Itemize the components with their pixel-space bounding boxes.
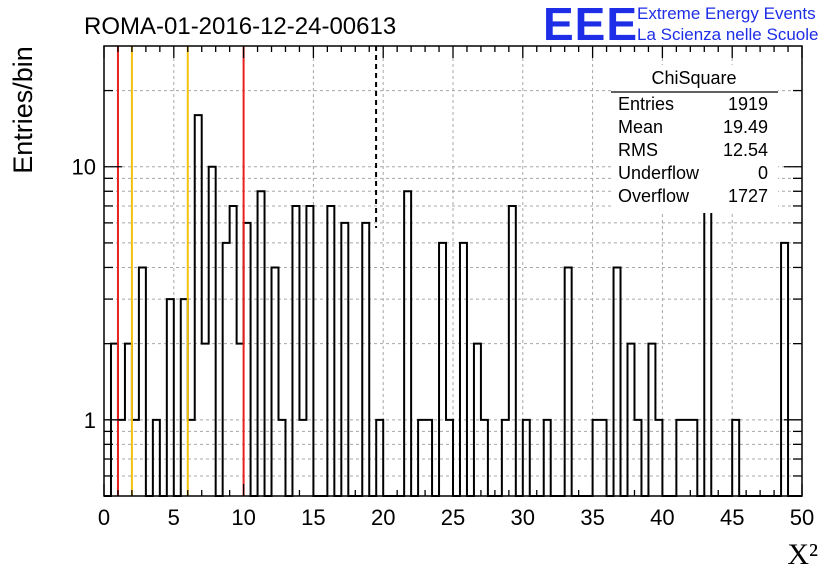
y-tick-label: 10 bbox=[72, 155, 96, 180]
x-tick-label: 50 bbox=[790, 505, 814, 530]
histogram-bin bbox=[781, 243, 788, 496]
histogram-bin bbox=[223, 243, 230, 496]
histogram-bin bbox=[676, 420, 683, 496]
y-axis-ticks: 1 10 bbox=[72, 89, 802, 477]
histogram-bin bbox=[167, 299, 174, 496]
histogram-bin bbox=[299, 420, 306, 496]
histogram-bin bbox=[188, 420, 195, 496]
x-tick-label: 0 bbox=[98, 505, 110, 530]
histogram-bins bbox=[104, 114, 802, 497]
x-tick-label: 30 bbox=[511, 505, 535, 530]
histogram-bin bbox=[634, 420, 641, 496]
histogram-bin bbox=[258, 191, 265, 496]
x-axis-ticks: 0 5 10 15 20 25 30 35 40 45 50 bbox=[98, 46, 814, 530]
eee-logo-line2: La Scienza nelle Scuole bbox=[637, 25, 818, 44]
eee-logo-mark: EEE bbox=[543, 0, 638, 50]
x-tick-label: 45 bbox=[720, 505, 744, 530]
x-tick-label: 10 bbox=[231, 505, 255, 530]
histogram-bin bbox=[292, 206, 299, 496]
stat-value: 0 bbox=[758, 163, 768, 183]
histogram-bin bbox=[425, 420, 432, 496]
histogram-bin bbox=[690, 420, 697, 496]
stats-box-title: ChiSquare bbox=[651, 68, 736, 88]
histogram-bin bbox=[132, 420, 139, 496]
stat-label: Overflow bbox=[618, 186, 690, 206]
histogram-bin bbox=[544, 420, 551, 496]
stats-box-background bbox=[611, 65, 778, 213]
histogram-bin bbox=[125, 344, 132, 496]
histogram-bin bbox=[523, 420, 530, 496]
eee-logo-line1: Extreme Energy Events bbox=[637, 4, 816, 23]
histogram-bin bbox=[565, 267, 572, 496]
histogram-bin bbox=[732, 420, 739, 496]
eee-logo: EEE Extreme Energy Events La Scienza nel… bbox=[543, 0, 818, 50]
x-tick-label: 40 bbox=[650, 505, 674, 530]
x-axis-label: X² bbox=[787, 538, 818, 571]
reference-lines bbox=[116, 46, 378, 496]
histogram-bin bbox=[481, 420, 488, 496]
histogram-bin bbox=[704, 206, 711, 496]
histogram-bin bbox=[202, 344, 209, 496]
y-axis-label: Entries/bin bbox=[8, 46, 38, 174]
stat-value: 1727 bbox=[728, 186, 768, 206]
histogram-bin bbox=[614, 267, 621, 496]
histogram-bin bbox=[600, 420, 607, 496]
histogram-bin bbox=[230, 206, 237, 496]
histogram-bin bbox=[237, 344, 244, 496]
histogram-bin bbox=[209, 167, 216, 496]
x-tick-label: 25 bbox=[441, 505, 465, 530]
stats-box: ChiSquare Entries 1919 Mean 19.49 RMS 12… bbox=[611, 65, 778, 213]
stat-label: Mean bbox=[618, 117, 663, 137]
stat-value: 19.49 bbox=[723, 117, 768, 137]
histogram-bin bbox=[418, 420, 425, 496]
y-tick-label: 1 bbox=[84, 408, 96, 433]
histogram-bin bbox=[404, 191, 411, 496]
histogram-bin bbox=[446, 420, 453, 496]
histogram-bin bbox=[460, 243, 467, 496]
histogram-bin bbox=[376, 420, 383, 496]
histogram-bin bbox=[181, 299, 188, 496]
histogram-bin bbox=[593, 420, 600, 496]
x-tick-label: 15 bbox=[301, 505, 325, 530]
histogram-bin bbox=[118, 420, 125, 496]
histogram-bin bbox=[502, 420, 509, 496]
histogram-bin bbox=[648, 344, 655, 496]
histogram-outline bbox=[104, 114, 802, 497]
histogram-bin bbox=[362, 223, 369, 496]
x-tick-label: 5 bbox=[168, 505, 180, 530]
stat-label: Entries bbox=[618, 94, 674, 114]
x-tick-label: 35 bbox=[580, 505, 604, 530]
histogram-bin bbox=[195, 115, 202, 496]
stat-label: Underflow bbox=[618, 163, 700, 183]
histogram-bin bbox=[306, 206, 313, 496]
histogram-bin bbox=[327, 206, 334, 496]
histogram-bin bbox=[509, 206, 516, 496]
histogram-bin bbox=[474, 344, 481, 496]
stat-value: 1919 bbox=[728, 94, 768, 114]
histogram-bin bbox=[655, 420, 662, 496]
stat-label: RMS bbox=[618, 140, 658, 160]
histogram-bin bbox=[244, 223, 251, 496]
histogram-bin bbox=[628, 344, 635, 496]
histogram-bin bbox=[279, 420, 286, 496]
histogram-bin bbox=[139, 267, 146, 496]
histogram-bin bbox=[272, 267, 279, 496]
histogram-bin bbox=[341, 223, 348, 496]
chart-title: ROMA-01-2016-12-24-00613 bbox=[84, 13, 396, 40]
histogram-bin bbox=[153, 420, 160, 496]
histogram-bin bbox=[439, 243, 446, 496]
x-tick-label: 20 bbox=[371, 505, 395, 530]
histogram-bin bbox=[683, 420, 690, 496]
stat-value: 12.54 bbox=[723, 140, 768, 160]
